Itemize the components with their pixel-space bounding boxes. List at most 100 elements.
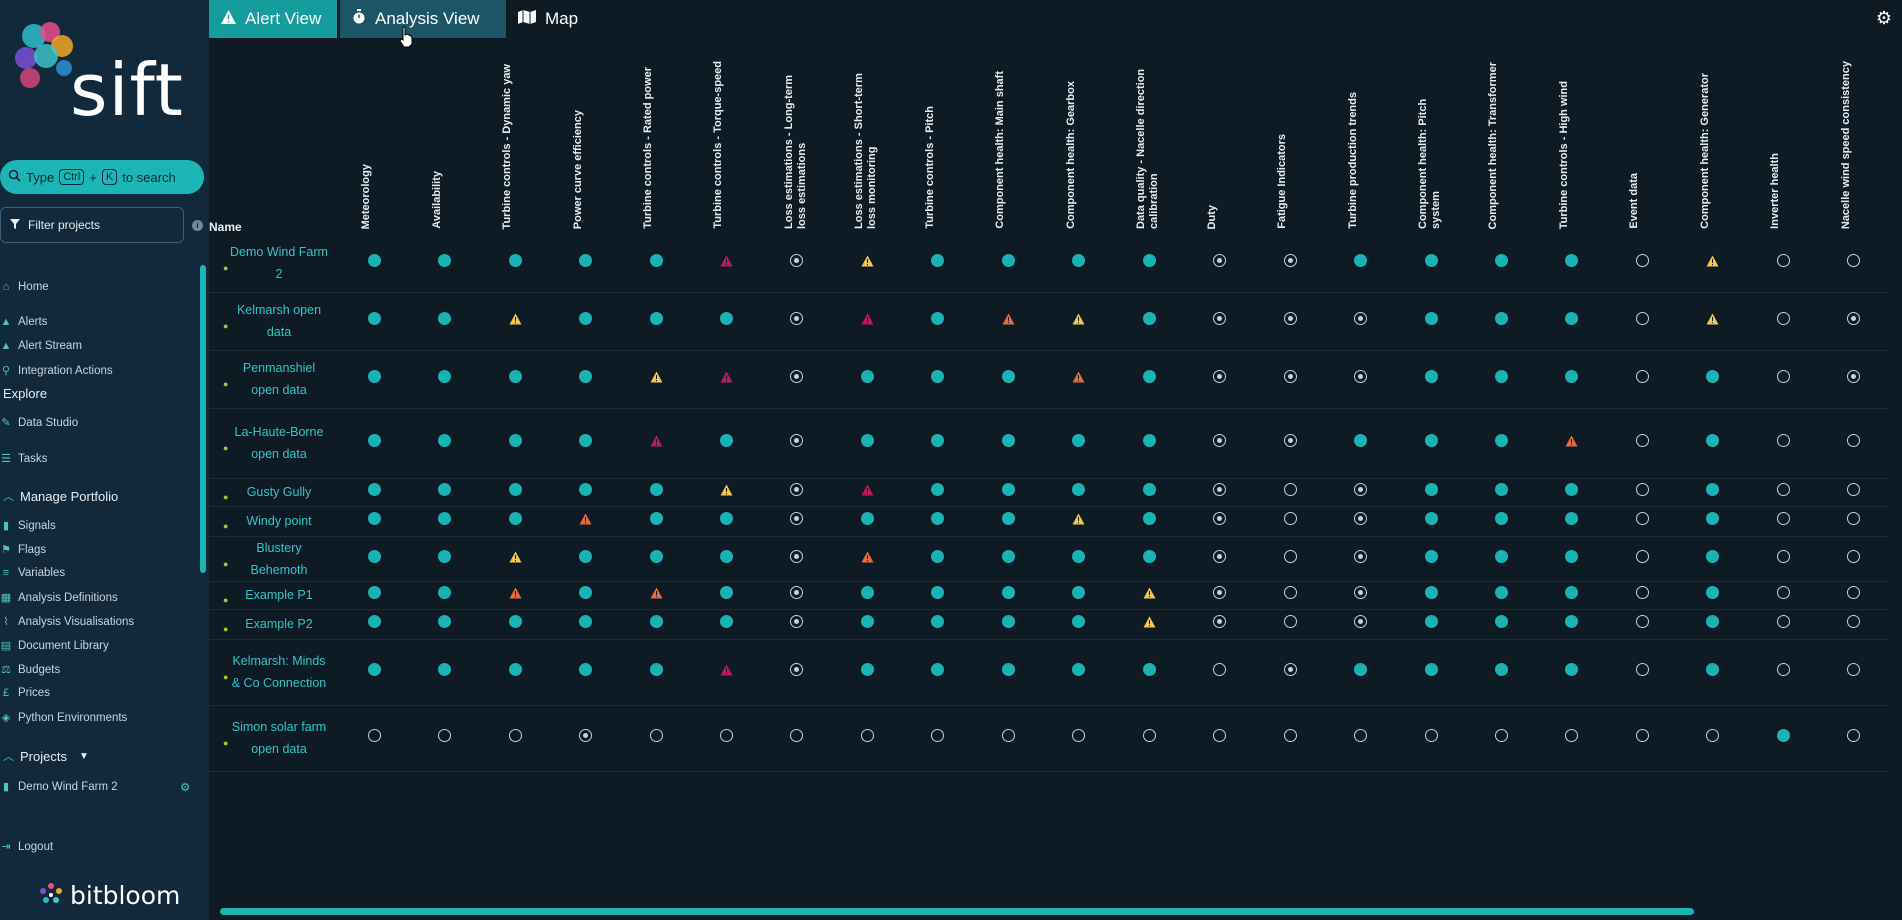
status-cell[interactable] (1748, 350, 1819, 409)
status-cell[interactable] (902, 234, 974, 293)
status-cell[interactable] (1536, 234, 1608, 293)
status-cell[interactable] (1254, 609, 1326, 640)
status-cell[interactable] (620, 639, 692, 706)
status-cell[interactable] (479, 478, 551, 507)
status-cell[interactable] (1677, 478, 1749, 507)
project-name-cell[interactable]: ● Penmanshiel open data (209, 350, 339, 409)
status-cell[interactable] (1536, 705, 1608, 772)
table-row[interactable]: ● Demo Wind Farm 2 (209, 234, 1889, 293)
status-cell[interactable] (620, 581, 692, 610)
status-cell[interactable] (902, 609, 974, 640)
status-cell[interactable] (339, 581, 410, 610)
status-cell[interactable] (409, 705, 480, 772)
sidebar-scrollbar[interactable] (200, 265, 206, 573)
status-cell[interactable] (691, 292, 762, 351)
status-cell[interactable] (1818, 292, 1889, 351)
status-cell[interactable] (1748, 639, 1819, 706)
column-header[interactable]: Loss estimations - Short-term loss monit… (832, 54, 902, 234)
status-cell[interactable] (550, 639, 621, 706)
status-cell[interactable] (1325, 536, 1396, 582)
status-cell[interactable] (550, 350, 621, 409)
status-cell[interactable] (1607, 536, 1678, 582)
column-header[interactable]: Nacelle wind speed consistency (1819, 54, 1889, 234)
project-name-cell[interactable]: ● Example P1 (209, 581, 339, 610)
status-cell[interactable] (1325, 609, 1396, 640)
status-cell[interactable] (1043, 350, 1114, 409)
status-cell[interactable] (973, 408, 1044, 479)
status-cell[interactable] (973, 705, 1044, 772)
status-cell[interactable] (902, 478, 974, 507)
status-cell[interactable] (1607, 478, 1678, 507)
status-cell[interactable] (1325, 506, 1396, 537)
status-cell[interactable] (409, 639, 480, 706)
status-cell[interactable] (1748, 478, 1819, 507)
filter-projects-input[interactable]: Filter projects (0, 207, 184, 243)
column-header-name[interactable]: Name (209, 220, 242, 234)
status-cell[interactable] (550, 478, 621, 507)
status-cell[interactable] (1043, 639, 1114, 706)
status-cell[interactable] (339, 536, 410, 582)
status-cell[interactable] (1466, 639, 1537, 706)
status-cell[interactable] (1043, 506, 1114, 537)
status-cell[interactable] (761, 639, 833, 706)
column-header[interactable]: Loss estimations - Long-term loss estima… (762, 54, 832, 234)
status-cell[interactable] (1466, 705, 1537, 772)
status-cell[interactable] (1254, 506, 1326, 537)
column-header[interactable]: Turbine production trends (1325, 54, 1395, 234)
status-cell[interactable] (1607, 639, 1678, 706)
status-cell[interactable] (1748, 506, 1819, 537)
status-cell[interactable] (1607, 506, 1678, 537)
status-cell[interactable] (761, 609, 833, 640)
status-cell[interactable] (1325, 705, 1396, 772)
status-cell[interactable] (1043, 478, 1114, 507)
status-cell[interactable] (691, 536, 762, 582)
table-row[interactable]: ● La-Haute-Borne open data (209, 408, 1889, 479)
table-row[interactable]: ● Windy point (209, 506, 1889, 537)
nav-analysis-visualisations[interactable]: ⌇ Analysis Visualisations (0, 615, 134, 629)
nav-section-manage-portfolio[interactable]: ︿ Manage Portfolio (3, 488, 118, 504)
status-cell[interactable] (761, 350, 833, 409)
nav-alerts[interactable]: ▲ Alerts (0, 316, 48, 328)
status-cell[interactable] (1043, 408, 1114, 479)
status-cell[interactable] (1325, 478, 1396, 507)
status-cell[interactable] (902, 350, 974, 409)
status-cell[interactable] (1043, 581, 1114, 610)
status-cell[interactable] (973, 536, 1044, 582)
status-cell[interactable] (1466, 292, 1537, 351)
status-cell[interactable] (973, 292, 1044, 351)
status-cell[interactable] (1748, 408, 1819, 479)
status-cell[interactable] (409, 478, 480, 507)
status-cell[interactable] (691, 506, 762, 537)
column-header[interactable]: Inverter health (1748, 54, 1818, 234)
status-cell[interactable] (902, 506, 974, 537)
status-cell[interactable] (550, 581, 621, 610)
status-cell[interactable] (832, 408, 903, 479)
status-cell[interactable] (1254, 292, 1326, 351)
status-cell[interactable] (1395, 581, 1467, 610)
status-cell[interactable] (479, 292, 551, 351)
status-cell[interactable] (1466, 478, 1537, 507)
status-cell[interactable] (1395, 350, 1467, 409)
status-cell[interactable] (1325, 292, 1396, 351)
status-cell[interactable] (973, 639, 1044, 706)
status-cell[interactable] (620, 234, 692, 293)
status-cell[interactable] (691, 234, 762, 293)
column-header[interactable]: Duty (1184, 54, 1254, 234)
status-cell[interactable] (479, 609, 551, 640)
status-cell[interactable] (1254, 478, 1326, 507)
table-row[interactable]: ● Gusty Gully (209, 478, 1889, 507)
status-cell[interactable] (1607, 705, 1678, 772)
column-header[interactable]: Turbine controls - Rated power (621, 54, 691, 234)
tab-map[interactable]: Map (506, 0, 606, 38)
status-cell[interactable] (1254, 536, 1326, 582)
project-name-cell[interactable]: ● Blustery Behemoth (209, 536, 339, 582)
column-header[interactable]: Turbine controls - Dynamic yaw (480, 54, 550, 234)
status-cell[interactable] (1395, 408, 1467, 479)
status-cell[interactable] (409, 350, 480, 409)
column-header[interactable]: Component health: Pitch system (1396, 54, 1466, 234)
status-cell[interactable] (1466, 234, 1537, 293)
nav-integration-actions[interactable]: ⚲ Integration Actions (0, 364, 113, 378)
status-cell[interactable] (1395, 609, 1467, 640)
status-cell[interactable] (1113, 705, 1185, 772)
column-header[interactable]: Fatigue Indicators (1255, 54, 1325, 234)
